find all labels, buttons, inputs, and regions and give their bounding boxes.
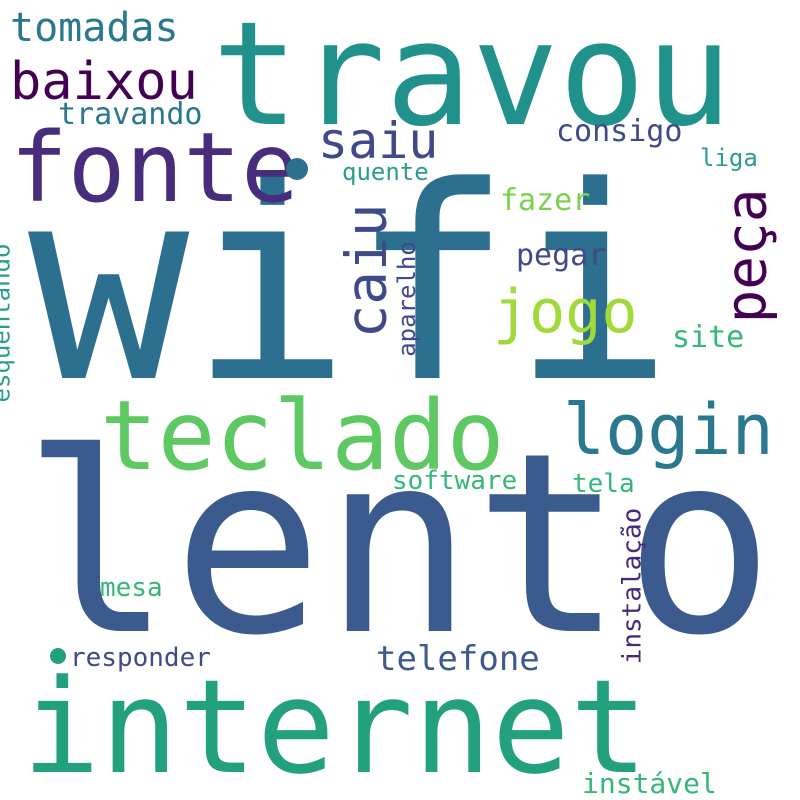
word-pegar: pegar [516,241,606,271]
word-fazer: fazer [500,186,590,216]
word-liga: liga [700,146,758,170]
dot-green [50,648,66,664]
word-login: login [563,395,774,465]
word-internet: internet [22,662,648,792]
word-instalacao: instalação [619,508,645,665]
word-travando: travando [58,100,203,130]
word-responder: responder [70,645,211,671]
word-quente: quente [342,160,429,184]
word-software: software [392,468,517,494]
word-site: site [672,323,744,353]
word-peca: peça [719,189,775,324]
word-instavel: instável [582,770,717,798]
word-mesa: mesa [100,575,163,601]
word-caiu: caiu [339,204,395,339]
word-tomadas: tomadas [10,8,179,48]
dot-blue [286,158,308,180]
word-fonte: fonte [10,120,299,216]
word-jogo: jogo [493,282,638,342]
word-consigo: consigo [556,117,682,147]
word-tela: tela [572,471,635,497]
word-telefone: telefone [376,642,540,676]
word-aparelho: aparelho [395,241,419,357]
word-esquentando: esquentando [0,244,13,403]
